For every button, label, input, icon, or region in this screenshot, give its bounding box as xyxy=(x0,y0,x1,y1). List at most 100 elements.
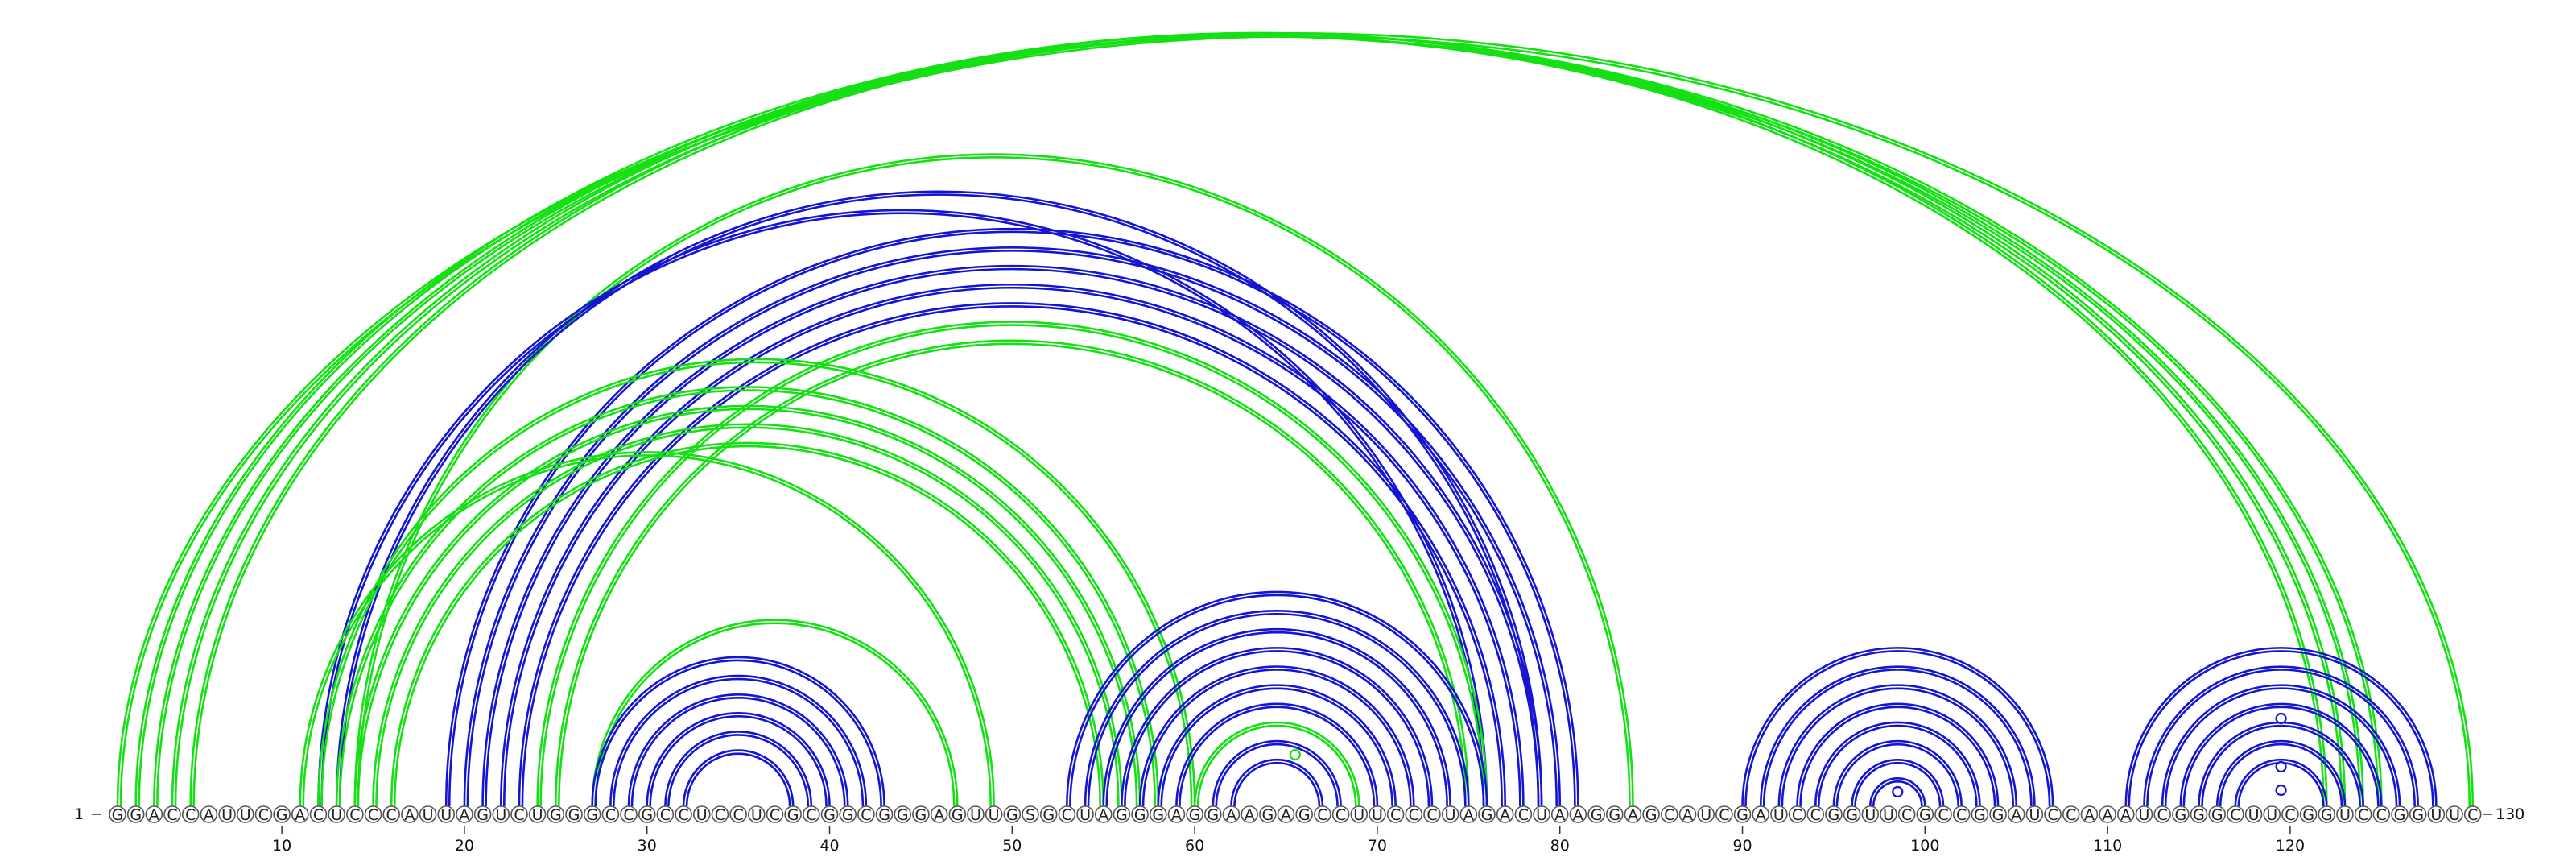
nucleotide-letter: C xyxy=(2467,806,2478,824)
nucleotide-letter: U xyxy=(2029,806,2040,824)
nucleotide-letter: U xyxy=(1372,806,1383,824)
nucleotide-letter: G xyxy=(915,806,927,824)
nucleotide-letter: A xyxy=(404,806,415,824)
nucleotide-circle xyxy=(2025,805,2044,823)
nucleotide-circle xyxy=(1331,805,1350,823)
base-pair-arc xyxy=(335,190,1543,807)
base-pair-arc xyxy=(1796,702,2000,807)
base-pair-arc xyxy=(353,153,1634,807)
nucleotide-letter: U xyxy=(970,806,981,824)
base-pair-arc xyxy=(667,734,810,807)
base-pair-arc xyxy=(2215,739,2347,807)
nucleotide-letter: C xyxy=(1062,806,1072,824)
nucleotide-letter: C xyxy=(185,806,196,824)
nucleotide-circle xyxy=(1094,805,1113,823)
base-pair-arc xyxy=(1744,650,2051,807)
nucleotide-letter: C xyxy=(2047,806,2058,824)
nucleotide-letter: C xyxy=(1719,806,1729,824)
nucleotide-letter: A xyxy=(149,806,159,824)
nucleotide-letter: A xyxy=(1226,806,1236,824)
nucleotide-circle xyxy=(109,805,126,823)
nucleotide-circle xyxy=(2044,805,2062,823)
nucleotide-circle xyxy=(1496,805,1514,823)
arc-marker xyxy=(1892,785,1904,798)
sequence-backbone: 1 130 xyxy=(74,805,2524,823)
nucleotide-letter: C xyxy=(514,806,524,824)
base-pair-arc xyxy=(338,389,1157,807)
nucleotide-letter: U xyxy=(696,806,708,824)
nucleotide-letter: C xyxy=(1518,806,1529,824)
nucleotide-circle xyxy=(967,805,985,823)
nucleotide-letter: U xyxy=(2266,806,2277,824)
base-pair-arc xyxy=(393,445,1102,807)
nucleotide-letter: C xyxy=(2358,806,2368,824)
nucleotide-circle xyxy=(346,805,364,823)
base-pair-arc xyxy=(299,451,995,807)
base-pair-arc xyxy=(1215,743,1339,807)
nucleotide-letter: G xyxy=(1974,806,1986,824)
nucleotide-letter: C xyxy=(715,806,725,824)
nucleotide-letter: C xyxy=(605,806,616,824)
tick-label: 50 xyxy=(1002,837,1022,855)
nucleotide-letter: G xyxy=(1298,806,1311,824)
nucleotide-circle xyxy=(1550,805,1569,823)
nucleotide-circle xyxy=(401,805,419,823)
base-pair-arc xyxy=(594,659,882,807)
nucleotide-letter: C xyxy=(1901,806,1912,824)
base-pair-arc xyxy=(2179,702,2383,807)
nucleotide-letter: U xyxy=(1080,806,1091,824)
nucleotide-letter: U xyxy=(1773,806,1785,824)
nucleotide-letter: C xyxy=(1664,806,1674,824)
tick-label: 70 xyxy=(1368,837,1387,855)
nucleotide-circle xyxy=(583,805,601,823)
nucleotide-circle xyxy=(1204,805,1222,823)
nucleotide-letter: A xyxy=(934,806,944,824)
nucleotide-letter: G xyxy=(787,806,799,824)
base-pair-arc xyxy=(466,249,1558,807)
nucleotide-circle xyxy=(1241,805,1258,823)
nucleotide-circle xyxy=(510,805,528,823)
tick-label: 80 xyxy=(1550,837,1570,855)
nucleotide-circle xyxy=(2099,805,2116,823)
nucleotide-letter: G xyxy=(112,806,124,824)
base-pair-arc xyxy=(2201,724,2361,807)
base-pair-arc xyxy=(1851,758,1945,807)
nucleotide-circle xyxy=(2153,805,2171,823)
tick-label: 100 xyxy=(1910,837,1939,855)
tick-label: 20 xyxy=(455,837,474,855)
nucleotide-circle xyxy=(638,805,656,823)
nucleotide-circle xyxy=(1405,805,1423,823)
nucleotide-circle xyxy=(1131,805,1149,823)
nucleotide-circle xyxy=(2135,805,2153,823)
nucleotide-circle xyxy=(1569,805,1587,823)
nucleotide-letter: G xyxy=(878,806,890,824)
arcs-layer xyxy=(116,31,2475,807)
nucleotide-letter: U xyxy=(2430,806,2442,824)
nucleotide-circle xyxy=(1478,805,1496,823)
nucleotide-circle xyxy=(1277,805,1295,823)
nucleotide-circle xyxy=(2172,805,2190,823)
nucleotide-circle xyxy=(163,805,181,823)
base-pair-arc xyxy=(448,230,1576,807)
nucleotide-letter: U xyxy=(2139,806,2150,824)
nucleotide-circle xyxy=(747,805,766,823)
base-pair-arc xyxy=(1084,609,1470,807)
nucleotide-letter: A xyxy=(2103,806,2113,824)
nucleotide-circle xyxy=(1386,805,1405,823)
base-pair-arc xyxy=(539,324,1485,807)
arc-marker xyxy=(2275,712,2287,725)
nucleotide-letter: G xyxy=(1736,806,1748,824)
base-pair-arc xyxy=(353,404,1141,807)
base-pair-arc xyxy=(1832,739,1963,807)
base-pair-arc xyxy=(372,423,1123,807)
nucleotide-circle xyxy=(930,805,948,823)
nucleotide-letter: C xyxy=(386,806,397,824)
base-pair-arc xyxy=(2128,650,2434,807)
base-pair-arc xyxy=(375,426,1120,807)
base-pair-arc xyxy=(444,227,1579,807)
base-pair-arc xyxy=(499,283,1525,807)
base-pair-arc xyxy=(1799,706,1996,807)
nucleotide-circle xyxy=(2336,805,2354,823)
base-pair-arc xyxy=(2161,684,2401,807)
